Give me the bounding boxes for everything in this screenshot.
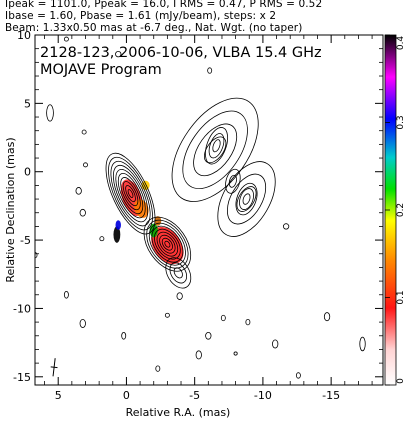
noise-contour (164, 312, 170, 318)
contour-inner-jet (151, 225, 184, 263)
contour-outer-lobe (217, 161, 276, 237)
polarization-patch (113, 226, 121, 243)
noise-contour (155, 365, 161, 372)
contour-core (120, 177, 141, 211)
x-tick-label: -5 (189, 389, 200, 402)
contour-core (125, 185, 136, 203)
noise-contour (81, 129, 87, 135)
noise-contour (99, 236, 105, 242)
contour-core (115, 168, 146, 219)
header-line-3: Beam: 1.33x0.50 mas at -6.7 deg., Nat. W… (5, 22, 303, 34)
noise-contour (205, 331, 212, 340)
noise-contour (75, 187, 82, 195)
y-tick-label: -5 (20, 234, 31, 247)
contour-ne-lobe (171, 97, 259, 202)
noise-contour (46, 104, 54, 122)
y-tick-label: 0 (24, 166, 31, 179)
colorbar-tick-label: 0.2 (396, 203, 406, 217)
y-tick-label: -15 (13, 371, 31, 384)
beam-minor-axis (50, 366, 58, 369)
contour-tail (165, 257, 192, 289)
contour-ne-spot (212, 139, 221, 153)
contour-ne-lobe (203, 136, 227, 164)
contour-outer-lobe (236, 186, 257, 212)
noise-contour (207, 67, 213, 74)
noise-contour (245, 318, 251, 326)
noise-contour (323, 312, 331, 322)
noise-contour (115, 51, 122, 58)
y-tick-label: 5 (24, 97, 31, 110)
header-line-2: Ibase = 1.60, Pbase = 1.61 (mJy/beam), s… (5, 10, 277, 22)
contour-core (117, 173, 144, 215)
contour-inner-jet (159, 234, 176, 254)
axis-tick-labels: 5 0 -5 -10 -15 10 5 0 -5 -10 -15 (13, 29, 340, 402)
contour-inner-jet (148, 222, 186, 266)
y-tick-label: -10 (13, 302, 31, 315)
contour-inner-jet (161, 237, 173, 251)
axis-ticks (35, 34, 383, 385)
contour-core (112, 164, 149, 223)
contour-inner-jet (164, 240, 171, 248)
contour-outer-spot (235, 182, 258, 216)
noise-contour (195, 350, 202, 360)
contour-ne-spot (204, 127, 229, 165)
image-contours (35, 36, 366, 379)
contour-outer-spot (239, 188, 254, 210)
noise-contour (176, 292, 183, 300)
contour-ne-lobe (193, 123, 238, 177)
contour-outer-lobe (226, 173, 267, 225)
plot-title: 2128-123, 2006-10-06, VLBA 15.4 GHz (40, 45, 322, 61)
x-axis-title: Relative R.A. (mas) (126, 406, 231, 419)
beam-marker (50, 358, 58, 377)
noise-contour (359, 336, 366, 352)
polarization-patch (115, 220, 121, 230)
plot-frame (34, 34, 384, 386)
contour-ne-spot (208, 133, 225, 159)
colorbar-tick-label: 0.4 (396, 36, 406, 51)
contour-mid-spot (225, 168, 241, 194)
colorbar-tick-label: 0.3 (396, 115, 406, 129)
contour-tail (169, 262, 188, 284)
header-line-1: Ipeak = 1101.0, Ppeak = 16.0, I RMS = 0.… (5, 0, 323, 10)
colorbar-tick-label: 0.1 (396, 290, 406, 304)
x-tick-label: -10 (254, 389, 272, 402)
colorbar-tick-label: 0 (396, 378, 406, 384)
noise-contour (272, 339, 279, 349)
contour-tail (173, 267, 183, 279)
contour-ne-lobe (182, 110, 248, 190)
noise-contour (233, 351, 238, 356)
noise-contour (79, 208, 86, 217)
y-axis-title: Relative Declination (mas) (4, 137, 17, 282)
x-tick-label: -15 (322, 389, 340, 402)
noise-contour (282, 223, 290, 230)
noise-contour (220, 314, 226, 322)
x-tick-label: 5 (55, 389, 62, 402)
noise-contour (295, 372, 301, 379)
contour-outer-spot (242, 193, 251, 205)
contour-core (127, 189, 134, 199)
contour-inner-jet (156, 231, 179, 257)
contour-core (122, 181, 139, 207)
colorbar-tick-labels: 0 0.1 0.2 0.3 0.4 (385, 34, 406, 386)
noise-contour (79, 318, 86, 328)
noise-contour (63, 290, 69, 299)
contour-mid-spot (228, 174, 237, 188)
noise-contour (63, 36, 69, 42)
noise-contour (121, 331, 127, 340)
plot-subtitle: MOJAVE Program (40, 62, 162, 78)
y-tick-label: 10 (17, 29, 31, 42)
noise-contour (83, 162, 88, 168)
x-tick-label: 0 (123, 389, 130, 402)
